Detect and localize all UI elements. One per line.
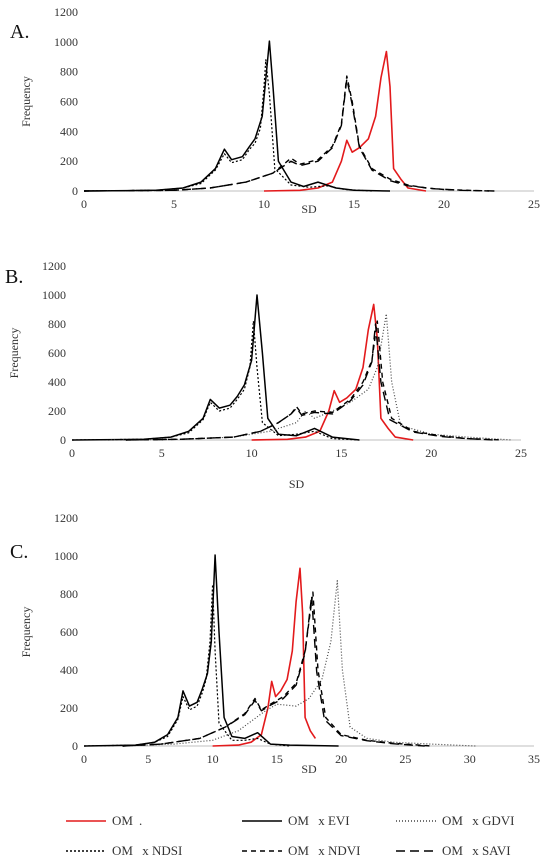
series-line-ndvi: [125, 320, 504, 441]
y-axis-title: Frequency: [19, 76, 33, 127]
series-line-gdvi: [107, 313, 513, 441]
legend-item-ndvi: OM x NDVI: [242, 840, 360, 862]
y-tick-label: 800: [60, 587, 78, 601]
x-tick-label: 15: [348, 197, 360, 211]
legend-label-prefix: OM: [112, 813, 133, 828]
x-axis-title: SD: [289, 477, 305, 491]
legend-label-suffix: x SAVI: [468, 843, 511, 858]
series-line-ndsi: [83, 583, 290, 747]
x-tick-label: 5: [171, 197, 177, 211]
y-tick-label: 600: [60, 625, 78, 639]
legend-swatch-savi: [396, 850, 436, 852]
y-tick-label: 800: [60, 65, 78, 79]
y-tick-label: 200: [60, 701, 78, 715]
y-tick-label: 400: [48, 375, 66, 389]
legend-label-suffix: x GDVI: [468, 813, 515, 828]
y-tick-label: 0: [72, 184, 78, 198]
series-line-ndvi: [122, 591, 432, 747]
series-line-gdvi: [122, 580, 477, 747]
x-tick-label: 25: [515, 446, 527, 460]
x-tick-label: 10: [207, 752, 219, 766]
legend-swatch-ndsi: [66, 850, 106, 852]
y-tick-label: 1000: [42, 288, 66, 302]
x-tick-label: 35: [528, 752, 540, 766]
y-tick-label: 0: [72, 739, 78, 753]
x-tick-label: 15: [335, 446, 347, 460]
x-axis-title: SD: [301, 202, 317, 216]
y-tick-label: 600: [60, 95, 78, 109]
x-tick-label: 10: [258, 197, 270, 211]
x-axis-title: SD: [301, 762, 317, 776]
series-line-savi: [122, 595, 425, 747]
x-tick-label: 15: [271, 752, 283, 766]
y-axis-title: Frequency: [19, 607, 33, 658]
x-tick-label: 25: [399, 752, 411, 766]
series-line-om: [212, 567, 317, 747]
legend-label-suffix: x EVI: [314, 813, 350, 828]
chart-panel-c: C. 0 200 400 600 800 1000 1200 0 5 10 15 20 25 30 35 SD F…: [10, 511, 540, 776]
chart-panel-a: A. 0 200 400 600 800 1000 1200 0 5 10 15 20 25 SD Frequ…: [10, 5, 540, 216]
x-tick-label: 5: [159, 446, 165, 460]
legend-label-prefix: OM: [288, 843, 309, 858]
legend-label-prefix: OM: [288, 813, 309, 828]
series-line-savi: [83, 78, 495, 192]
legend-label-prefix: OM: [112, 843, 133, 858]
legend-label-suffix: .: [138, 813, 143, 828]
series-line-evi: [83, 40, 391, 192]
x-tick-label: 25: [528, 197, 540, 211]
legend-swatch-evi: [242, 820, 282, 822]
x-tick-label: 0: [81, 197, 87, 211]
legend-label-suffix: x NDSI: [138, 843, 183, 858]
x-tick-label: 20: [335, 752, 347, 766]
legend-item-om: OM.: [66, 810, 142, 832]
series-line-om: [251, 303, 414, 441]
series-line-evi: [83, 554, 339, 747]
panel-label: C.: [10, 541, 28, 563]
chart-panel-b: B. 0 200 400 600 800 1000 1200 0 5 10 15 20 25 SD Frequ…: [5, 259, 527, 491]
legend-item-gdvi: OM x GDVI: [396, 810, 514, 832]
y-tick-label: 400: [60, 124, 78, 138]
legend-swatch-ndvi: [242, 850, 282, 852]
y-tick-label: 1200: [54, 511, 78, 525]
y-tick-label: 0: [60, 433, 66, 447]
legend-item-evi: OM x EVI: [242, 810, 350, 832]
x-tick-label: 0: [81, 752, 87, 766]
y-tick-label: 600: [48, 346, 66, 360]
series-line-savi: [125, 323, 495, 441]
x-tick-label: 10: [246, 446, 258, 460]
legend-label-prefix: OM: [442, 843, 463, 858]
legend-item-savi: OM x SAVI: [396, 840, 511, 862]
panel-label: B.: [5, 266, 23, 288]
x-tick-label: 20: [425, 446, 437, 460]
legend: OM. OM x EVI OM x GDVI OM x NDSI OM x NDVI OM…: [0, 805, 550, 866]
x-tick-label: 20: [438, 197, 450, 211]
y-tick-label: 1000: [54, 549, 78, 563]
legend-item-ndsi: OM x NDSI: [66, 840, 182, 862]
y-tick-label: 200: [48, 404, 66, 418]
x-tick-label: 30: [464, 752, 476, 766]
legend-label-prefix: OM: [442, 813, 463, 828]
y-tick-label: 1000: [54, 35, 78, 49]
y-axis-title: Frequency: [7, 328, 21, 379]
y-tick-label: 1200: [42, 259, 66, 273]
y-tick-label: 800: [48, 317, 66, 331]
panel-label: A.: [10, 21, 29, 43]
x-tick-label: 0: [69, 446, 75, 460]
y-tick-label: 200: [60, 154, 78, 168]
legend-swatch-gdvi: [396, 820, 436, 822]
x-tick-label: 5: [145, 752, 151, 766]
legend-label-suffix: x NDVI: [314, 843, 361, 858]
series-line-ndsi: [83, 59, 373, 192]
legend-swatch-om: [66, 820, 106, 822]
series-line-om: [263, 50, 427, 192]
series-line-evi: [71, 294, 360, 441]
y-tick-label: 400: [60, 663, 78, 677]
y-tick-label: 1200: [54, 5, 78, 19]
series-line-ndsi: [71, 320, 360, 441]
